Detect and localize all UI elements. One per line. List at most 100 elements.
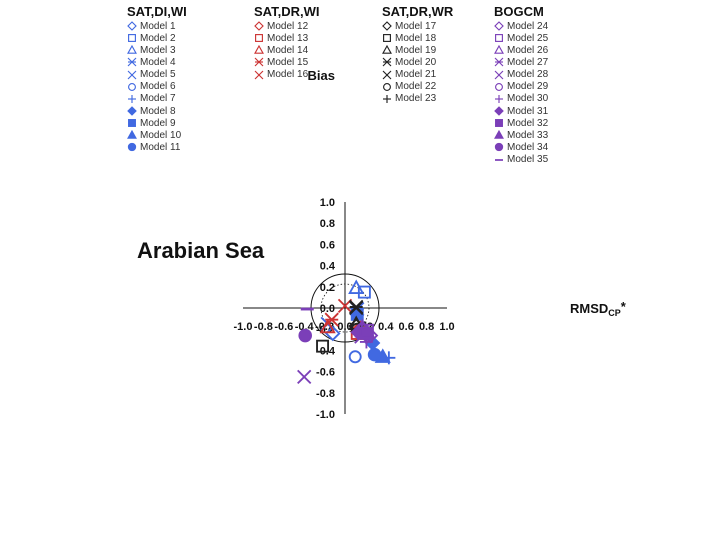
legend-marker-icon (127, 21, 137, 31)
legend-group: BOGCM Model 24 Model 25 Model 26 Model 27 Mod… (494, 4, 548, 166)
legend-item: Model 22 (382, 81, 453, 93)
legend-label: Model 5 (140, 69, 176, 81)
legend-label: Model 3 (140, 44, 176, 56)
legend-marker-icon (127, 45, 137, 55)
y-axis-label: Bias (308, 68, 335, 83)
legend-title: SAT,DI,WI (127, 4, 187, 19)
legend-label: Model 1 (140, 20, 176, 32)
legend-group: SAT,DR,WR Model 17 Model 18 Model 19 Model 2… (382, 4, 453, 105)
legend-marker (128, 94, 136, 103)
legend-marker (383, 94, 391, 103)
legend-item: Model 5 (127, 69, 187, 81)
data-point (348, 279, 365, 294)
legend-item: Model 23 (382, 93, 453, 105)
legend-item: Model 4 (127, 56, 187, 68)
legend-marker-icon (383, 94, 391, 103)
legend-marker-icon (494, 130, 504, 140)
legend-label: Model 23 (395, 93, 437, 105)
x-tick-label: 0.8 (419, 321, 434, 333)
legend-marker-icon (127, 58, 137, 67)
legend-label: Model 28 (507, 69, 549, 81)
x-tick-label: 0.6 (399, 321, 414, 333)
legend-label: Model 10 (140, 129, 182, 141)
data-point (337, 298, 353, 314)
legend-label: Model 6 (140, 81, 176, 93)
legend-marker-icon (128, 119, 136, 128)
legend-marker-icon (494, 106, 504, 116)
legend-label: Model 8 (140, 105, 176, 117)
x-tick-label: 1.0 (439, 321, 454, 333)
legend-marker (254, 70, 264, 80)
legend-marker (494, 21, 504, 31)
legend-item: Model 17 (382, 20, 453, 32)
legend-label: Model 18 (395, 32, 437, 44)
legend-item: Model 21 (382, 69, 453, 81)
legend-item: Model 7 (127, 93, 187, 105)
legend-marker (382, 21, 392, 31)
legend-item: Model 1 (127, 20, 187, 32)
data-point (367, 347, 382, 362)
legend-label: Model 26 (507, 44, 549, 56)
legend-marker-icon (383, 82, 391, 91)
y-tick-label: -0.8 (316, 388, 335, 400)
legend-marker (382, 58, 392, 67)
legend-marker (494, 106, 504, 116)
legend-marker-icon (494, 58, 504, 67)
legend-item: Model 13 (254, 32, 319, 44)
legend-item: Model 34 (494, 141, 548, 153)
legend-item: Model 10 (127, 129, 187, 141)
legend-group: SAT,DI,WI Model 1 Model 2 Model 3 Model 4 Mod… (127, 4, 187, 154)
legend-marker (254, 58, 264, 67)
y-tick-label: 1.0 (320, 197, 335, 209)
legend-marker (127, 106, 137, 116)
x-tick-label: -0.4 (295, 321, 315, 333)
legend-item: Model 11 (127, 141, 187, 153)
legend-marker (383, 82, 391, 91)
legend-title: BOGCM (494, 4, 544, 19)
y-tick-label: 0.8 (320, 218, 335, 230)
legend-item: Model 35 (494, 154, 548, 166)
x-tick-label: 0.4 (378, 321, 394, 333)
legend-item: Model 2 (127, 32, 187, 44)
y-tick-label: 0.2 (320, 282, 335, 294)
legend-item: Model 30 (494, 93, 548, 105)
legend-label: Model 12 (267, 20, 309, 32)
data-point (348, 350, 362, 364)
data-point (357, 285, 371, 299)
legend-marker (382, 45, 392, 55)
legend-marker-icon (494, 143, 504, 152)
legend-item: Model 12 (254, 20, 319, 32)
legend-label: Model 14 (267, 44, 309, 56)
data-point (298, 328, 312, 343)
legend-marker-icon (382, 45, 392, 55)
legend-marker (127, 58, 137, 67)
legend-marker-icon (254, 58, 264, 67)
legend-marker (494, 130, 504, 140)
legend-marker-icon (495, 158, 503, 161)
reference-circle-dotted (320, 283, 370, 333)
legend-marker (383, 34, 391, 43)
legend-marker (127, 21, 137, 31)
legend-item: Model 6 (127, 81, 187, 93)
legend-label: Model 17 (395, 20, 437, 32)
legend-marker-icon (127, 143, 137, 152)
legend-marker (128, 119, 136, 128)
legend-item: Model 26 (494, 44, 548, 56)
data-point (319, 318, 336, 334)
legend-marker-icon (494, 21, 504, 31)
legend-marker-icon (382, 58, 392, 67)
legend-marker-icon (127, 106, 137, 116)
x-axis-label: RMSDCP* (570, 299, 627, 318)
legend-item: Model 33 (494, 129, 548, 141)
legend-label: Model 20 (395, 56, 437, 68)
legend-item: Model 32 (494, 117, 548, 129)
legend-item: Model 18 (382, 32, 453, 44)
data-point (324, 325, 341, 342)
legend-marker-icon (495, 34, 503, 43)
legend-label: Model 24 (507, 20, 549, 32)
legend-item: Model 9 (127, 117, 187, 129)
legend-marker-icon (254, 45, 264, 55)
data-point (349, 300, 364, 316)
legend-item: Model 28 (494, 69, 548, 81)
